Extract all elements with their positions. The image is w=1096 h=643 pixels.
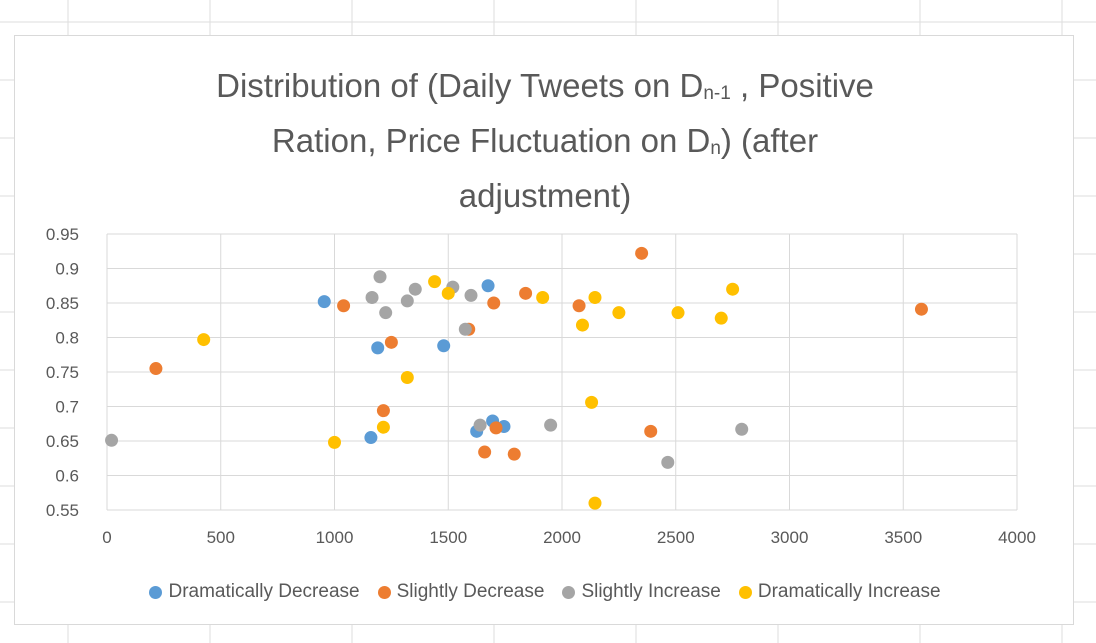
data-point-dramatically-increase[interactable] <box>400 371 414 385</box>
y-tick-label: 0.6 <box>55 467 79 486</box>
data-point-dramatically-increase[interactable] <box>612 306 626 320</box>
x-tick-label: 1000 <box>316 528 354 547</box>
data-point-slightly-decrease[interactable] <box>635 246 649 260</box>
data-point-slightly-decrease[interactable] <box>384 335 398 349</box>
data-point-dramatically-increase[interactable] <box>536 290 550 304</box>
data-point-dramatically-increase[interactable] <box>588 290 602 304</box>
legend-label: Slightly Increase <box>581 581 721 602</box>
data-point-slightly-decrease[interactable] <box>149 362 163 376</box>
data-point-dramatically-decrease[interactable] <box>481 279 495 293</box>
data-point-slightly-increase[interactable] <box>105 433 119 447</box>
x-tick-label: 3500 <box>884 528 922 547</box>
data-point-slightly-decrease[interactable] <box>487 296 501 310</box>
data-point-slightly-increase[interactable] <box>408 282 422 296</box>
data-point-slightly-increase[interactable] <box>735 422 749 436</box>
data-point-slightly-decrease[interactable] <box>337 299 351 313</box>
data-point-dramatically-increase[interactable] <box>726 282 740 296</box>
chart-title-line-3: adjustment) <box>458 177 632 214</box>
data-point-slightly-increase[interactable] <box>464 288 478 302</box>
data-point-slightly-increase[interactable] <box>365 290 379 304</box>
data-point-slightly-decrease[interactable] <box>507 447 521 461</box>
y-tick-label: 0.85 <box>46 294 79 313</box>
legend: Dramatically Decrease Slightly Decrease Sl… <box>15 581 1075 603</box>
x-tick-label: 500 <box>207 528 235 547</box>
chart-title-line-1: Distribution of (Daily Tweets on Dn-1 , … <box>216 67 874 104</box>
chart-area[interactable]: Distribution of (Daily Tweets on Dn-1 , … <box>14 35 1074 625</box>
data-point-dramatically-decrease[interactable] <box>371 341 385 355</box>
x-tick-label: 2000 <box>543 528 581 547</box>
y-tick-label: 0.75 <box>46 363 79 382</box>
y-tick-label: 0.7 <box>55 398 79 417</box>
legend-label: Slightly Decrease <box>396 581 545 602</box>
data-point-dramatically-increase[interactable] <box>714 311 728 325</box>
legend-marker <box>738 585 752 599</box>
data-point-dramatically-decrease[interactable] <box>317 295 331 309</box>
data-point-slightly-decrease[interactable] <box>644 424 658 438</box>
x-tick-label: 2500 <box>657 528 695 547</box>
data-point-dramatically-increase[interactable] <box>376 420 390 434</box>
chart-title: Distribution of (Daily Tweets on Dn-1 , … <box>125 62 965 219</box>
legend-item[interactable]: Slightly Decrease <box>377 581 545 603</box>
x-tick-label: 3000 <box>771 528 809 547</box>
y-tick-label: 0.65 <box>46 432 79 451</box>
data-point-slightly-increase[interactable] <box>661 455 675 469</box>
chart-title-line-2: Ration, Price Fluctuation on Dn) (after <box>271 122 819 159</box>
y-tick-label: 0.8 <box>55 329 79 348</box>
data-point-dramatically-increase[interactable] <box>585 395 599 409</box>
x-tick-label: 4000 <box>998 528 1036 547</box>
data-point-dramatically-increase[interactable] <box>588 496 602 510</box>
data-point-dramatically-increase[interactable] <box>575 318 589 332</box>
legend-item[interactable]: Dramatically Decrease <box>149 581 360 603</box>
data-point-dramatically-increase[interactable] <box>328 435 341 449</box>
legend-label: Dramatically Decrease <box>168 581 360 602</box>
scatter-plot[interactable]: 0.55 0.6 0.65 0.7 0.75 0.8 0.85 0.9 0.95 0 500 1000… <box>15 36 1075 581</box>
data-point-slightly-decrease[interactable] <box>376 404 390 418</box>
y-tick-label: 0.9 <box>55 260 79 279</box>
data-point-slightly-decrease[interactable] <box>478 445 492 459</box>
x-tick-label: 1500 <box>429 528 467 547</box>
data-point-slightly-decrease[interactable] <box>914 302 928 316</box>
data-point-slightly-increase[interactable] <box>373 270 387 284</box>
data-point-dramatically-increase[interactable] <box>428 275 442 289</box>
data-point-slightly-increase[interactable] <box>400 294 414 308</box>
legend-label: Dramatically Increase <box>757 581 941 602</box>
legend-item[interactable]: Dramatically Increase <box>738 581 941 603</box>
legend-marker <box>562 585 576 599</box>
data-point-slightly-decrease[interactable] <box>489 421 503 435</box>
y-tick-label: 0.55 <box>46 501 79 520</box>
legend-marker <box>149 585 163 599</box>
data-point-slightly-decrease[interactable] <box>519 286 533 300</box>
data-point-slightly-increase[interactable] <box>458 322 472 336</box>
data-point-dramatically-decrease[interactable] <box>437 339 451 353</box>
data-point-slightly-increase[interactable] <box>379 306 393 320</box>
y-tick-label: 0.95 <box>46 225 79 244</box>
data-point-dramatically-increase[interactable] <box>441 286 455 300</box>
legend-marker <box>377 585 391 599</box>
data-point-dramatically-increase[interactable] <box>671 306 685 320</box>
data-point-slightly-increase[interactable] <box>544 418 558 432</box>
data-point-dramatically-increase[interactable] <box>197 333 211 347</box>
data-point-slightly-increase[interactable] <box>473 418 487 432</box>
x-tick-label: 0 <box>102 528 111 547</box>
data-point-dramatically-decrease[interactable] <box>364 431 378 445</box>
legend-item[interactable]: Slightly Increase <box>562 581 721 603</box>
data-point-slightly-decrease[interactable] <box>572 299 586 313</box>
